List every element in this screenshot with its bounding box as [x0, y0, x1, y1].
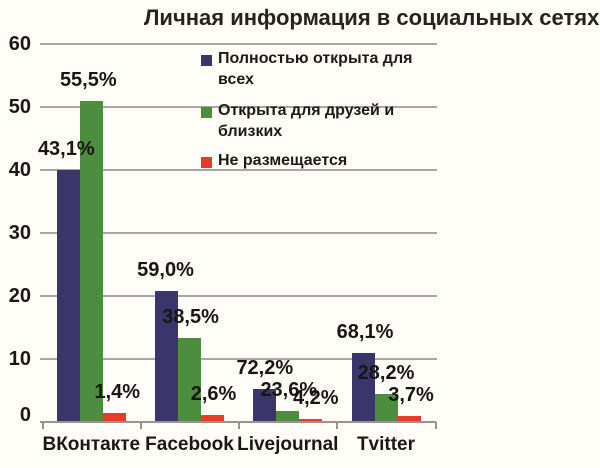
- gridline-10: [40, 358, 437, 360]
- x-axis-category-label-tvitter: Tvitter: [356, 434, 416, 455]
- tvitter-not-posted-bar: [397, 416, 421, 422]
- facebook-friends-only-bar: [178, 337, 201, 422]
- gridline-20: [40, 295, 437, 297]
- chart-title: Личная информация в социальных сетях: [144, 5, 600, 30]
- x-axis-tick-2: [238, 422, 240, 429]
- legend-swatch-friends-only: [201, 107, 212, 118]
- x-axis-tick-4: [434, 422, 437, 429]
- gridline-40: [40, 169, 437, 171]
- livejournal-fully-open-bar: [253, 389, 277, 422]
- tvitter-fully-open-value-label: 68,1%: [336, 320, 394, 343]
- y-axis-tick-label-0: 0: [19, 404, 31, 426]
- legend-swatch-not-posted: [201, 157, 212, 168]
- gridline-30: [40, 232, 437, 234]
- y-axis-tick-label-30: 30: [8, 222, 31, 244]
- facebook-not-posted-bar: [201, 415, 224, 422]
- vkontakte-not-posted-value-label: 1,4%: [94, 381, 141, 404]
- livejournal-not-posted-value-label: 4,2%: [293, 387, 339, 410]
- vkontakte-fully-open-value-label: 43,1%: [37, 138, 95, 160]
- livejournal-not-posted-bar: [299, 419, 323, 422]
- vkontakte-not-posted-bar: [102, 413, 126, 422]
- livejournal-fully-open-value-label: 72,2%: [236, 357, 294, 380]
- gridline-60: [40, 43, 437, 45]
- y-axis-tick-label-50: 50: [8, 96, 31, 118]
- legend-swatch-fully-open: [201, 55, 212, 66]
- x-axis-category-label-livejournal: Livejournal: [237, 434, 339, 455]
- vkontakte-friends-only-value-label: 55,5%: [59, 68, 117, 91]
- x-axis-tick-0: [41, 422, 44, 429]
- y-axis-tick-label-40: 40: [8, 159, 31, 181]
- x-axis-tick-3: [336, 422, 339, 429]
- tvitter-friends-only-value-label: 28,2%: [357, 361, 415, 384]
- facebook-fully-open-value-label: 59,0%: [137, 258, 194, 281]
- vkontakte-friends-only-bar: [79, 100, 103, 422]
- tvitter-not-posted-value-label: 3,7%: [388, 384, 434, 407]
- x-axis-category-label-vkontakte: ВКонтакте: [42, 434, 141, 455]
- livejournal-friends-only-value-label: 23,6%: [260, 379, 318, 402]
- facebook-fully-open-bar: [155, 290, 178, 422]
- x-axis-category-label-facebook: Facebook: [145, 434, 234, 455]
- legend-label-friends-only: Открыта для друзей и близких: [218, 102, 395, 140]
- legend-label-not-posted: Не размещается: [218, 152, 348, 169]
- tvitter-friends-only-bar: [374, 393, 398, 422]
- facebook-not-posted-value-label: 2,6%: [190, 383, 237, 406]
- livejournal-friends-only-bar: [276, 411, 300, 422]
- tvitter-fully-open-bar: [351, 352, 375, 422]
- gridline-50: [40, 106, 437, 108]
- vkontakte-fully-open-bar: [56, 170, 80, 422]
- x-axis-tick-1: [139, 422, 142, 429]
- y-axis-tick-label-60: 60: [8, 33, 31, 55]
- facebook-friends-only-value-label: 38,5%: [162, 305, 219, 328]
- y-axis-tick-label-20: 20: [8, 285, 31, 307]
- legend-label-fully-open: Полностью открыта для всех: [218, 50, 413, 88]
- y-axis-tick-label-10: 10: [8, 348, 31, 370]
